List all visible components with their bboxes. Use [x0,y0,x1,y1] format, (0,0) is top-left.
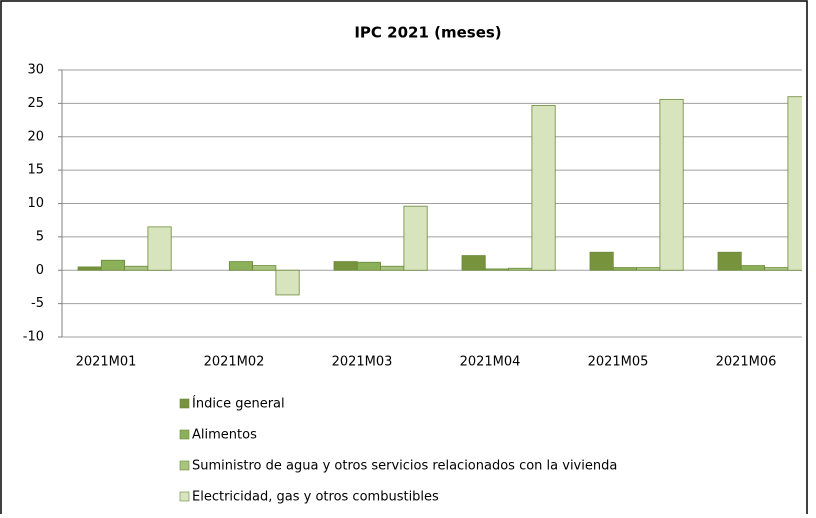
bar [124,265,149,271]
legend-swatch [179,398,190,409]
chart-title: IPC 2021 (meses) [354,24,501,42]
bar [484,268,509,271]
bar [787,96,802,271]
y-tick-label: 20 [27,129,44,144]
y-tick-label: 5 [36,229,44,244]
bar [659,98,684,271]
y-tick-label: -10 [23,330,44,345]
legend-label: Electricidad, gas y otros combustibles [192,490,439,505]
y-tick-label: 0 [36,263,44,278]
bar [147,226,172,271]
y-tick-label: 10 [27,196,44,211]
bar [252,265,277,271]
bar [589,251,614,271]
legend-swatch [179,460,190,471]
x-tick-label: 2021M03 [332,355,393,370]
bar [717,251,742,271]
bar [380,265,405,271]
y-tick-label: -5 [31,296,44,311]
bar [403,205,428,271]
bar [612,267,637,271]
legend-swatch [179,491,190,502]
legend-label: Índice general [192,396,285,412]
legend-swatch [179,429,190,440]
bar [740,265,765,271]
x-tick-label: 2021M02 [204,355,265,370]
x-tick-label: 2021M05 [588,355,649,370]
x-tick-label: 2021M04 [460,355,521,370]
bar [333,261,358,271]
bar [508,267,533,271]
bar [636,267,661,271]
bar [275,269,300,296]
plot-area: 2021M01 2021M02 2021M03 2021M04 2021M05 2021M… [62,69,802,370]
bar [228,261,254,271]
bar [100,259,126,271]
y-tick-label: 25 [27,96,44,111]
legend-label: Alimentos [192,428,257,443]
bar [764,267,789,271]
legend-label: Suministro de agua y otros servicios rel… [192,459,617,474]
bar [461,255,486,271]
y-tick-label: 15 [27,163,44,178]
x-tick-label: 2021M06 [716,355,777,370]
bar [531,104,556,271]
y-tick-label: 30 [27,63,44,78]
bar [356,261,381,271]
x-tick-label: 2021M01 [76,355,137,370]
bar [77,266,102,271]
